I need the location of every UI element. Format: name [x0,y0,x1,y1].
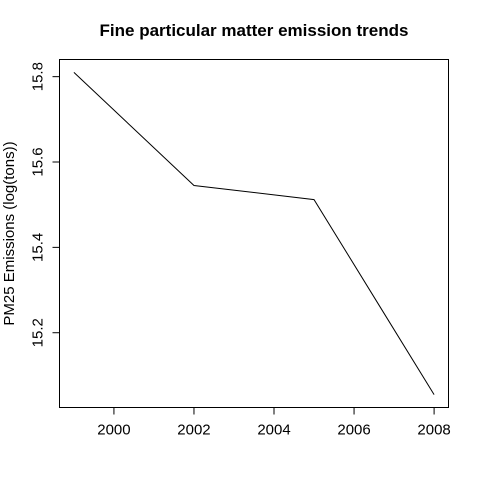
series-group [73,72,435,395]
x-tick-label: 2006 [337,422,370,439]
x-tick-label: 2008 [417,422,450,439]
series-line [73,72,435,395]
x-tick-label: 2004 [257,422,290,439]
y-tick-label: 15.4 [30,233,47,262]
y-tick-label: 15.8 [30,62,47,91]
y-tick-label: 15.6 [30,147,47,176]
x-axis: 2000 2002 2004 2006 2008 [97,407,451,439]
y-axis-label: PM25 Emissions (log(tons)) [1,141,18,325]
x-tick-label: 2002 [177,422,210,439]
chart-title: Fine particular matter emission trends [100,21,409,40]
plot-frame [59,59,449,408]
y-tick-label: 15.2 [30,318,47,347]
y-axis: 15.2 15.4 15.6 15.8 [30,62,60,347]
x-tick-label: 2000 [97,422,130,439]
